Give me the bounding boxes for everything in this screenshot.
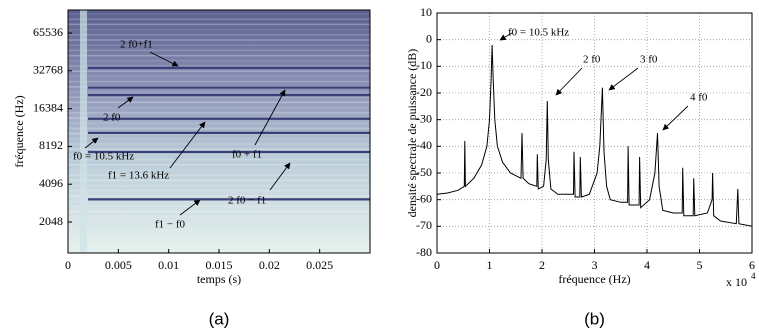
y-tick-label: -80 <box>416 245 432 259</box>
y-tick-label: -60 <box>416 191 432 205</box>
annotation-arrow <box>608 67 639 91</box>
annotation: 2 f0 <box>103 112 121 124</box>
annotation-arrow <box>269 162 291 191</box>
x-tick-label: 4 <box>644 258 650 272</box>
spectrum-line <box>436 44 753 227</box>
y-tick-label: 2048 <box>39 214 63 228</box>
annotation-arrow <box>149 51 179 67</box>
y-tick-label: 32768 <box>33 63 63 77</box>
y-tick-label: -20 <box>416 85 432 99</box>
y-tick-label: 65536 <box>33 25 63 39</box>
caption: (a) <box>209 309 230 328</box>
annotation: f1 − f0 <box>155 219 186 231</box>
annotation-arrow <box>169 121 206 169</box>
annotation: f0 = 10.5 kHz <box>73 151 134 163</box>
x-tick-label: 0.01 <box>158 258 179 272</box>
y-tick-label: 16384 <box>33 100 63 114</box>
annotation-arrow <box>84 137 99 149</box>
y-tick-label: -50 <box>416 165 432 179</box>
y-tick-label: -30 <box>416 111 432 125</box>
annotation-arrow <box>254 89 286 146</box>
spectrogram-background <box>68 10 370 253</box>
y-axis-label: fréquence (Hz) <box>12 95 26 167</box>
y-tick-label: 4096 <box>39 176 63 190</box>
onset-stripe <box>80 10 87 253</box>
caption: (b) <box>584 309 605 328</box>
x-tick-label: 2 <box>539 258 545 272</box>
annotation: 3 f0 <box>640 54 658 66</box>
x-tick-label: 0 <box>434 258 440 272</box>
x-tick-label: 6 <box>749 258 755 272</box>
annotation-arrow <box>117 96 134 109</box>
annotation-arrow <box>662 105 689 131</box>
x-axis-label: fréquence (Hz) <box>558 272 630 286</box>
annotation-arrow <box>179 199 201 216</box>
annotation: 4 f0 <box>690 92 708 104</box>
x-tick-label: 0 <box>65 258 71 272</box>
annotation: 2 f0 <box>583 54 601 66</box>
annotation: 2 f0 − f1 <box>228 195 266 207</box>
annotation: 2 f0+f1 <box>120 39 153 51</box>
y-tick-label: -70 <box>416 218 432 232</box>
x-tick-label: 0.02 <box>259 258 280 272</box>
y-tick-label: 10 <box>420 5 432 19</box>
annotation: f0 = 10.5 kHz <box>508 27 569 39</box>
annotation-arrow <box>555 67 583 96</box>
x-tick-label: 0.015 <box>206 258 233 272</box>
y-tick-label: -40 <box>416 138 432 152</box>
x-multiplier-exponent: 4 <box>751 271 756 281</box>
x-axis-label: temps (s) <box>197 272 241 286</box>
x-tick-label: 3 <box>592 258 598 272</box>
x-tick-label: 5 <box>697 258 703 272</box>
y-axis-label: densité spectrale de puissance (dB) <box>405 49 419 218</box>
x-tick-label: 0.005 <box>105 258 132 272</box>
annotation: f1 = 13.6 kHz <box>108 170 169 182</box>
y-tick-label: 8192 <box>39 138 63 152</box>
annotation-arrow <box>499 32 513 41</box>
x-tick-label: 1 <box>487 258 493 272</box>
y-tick-label: 0 <box>426 31 432 45</box>
x-tick-label: 0.025 <box>306 258 333 272</box>
y-tick-label: -10 <box>416 58 432 72</box>
annotation: f0 + f1 <box>232 149 262 161</box>
x-multiplier: x 10 <box>726 275 747 289</box>
